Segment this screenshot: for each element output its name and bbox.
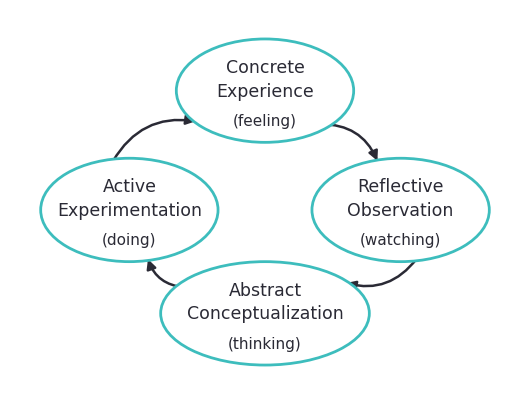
- Ellipse shape: [41, 159, 218, 262]
- Ellipse shape: [161, 262, 369, 365]
- Ellipse shape: [176, 40, 354, 143]
- Text: Abstract
Conceptualization: Abstract Conceptualization: [187, 281, 343, 322]
- Text: Reflective
Observation: Reflective Observation: [348, 178, 454, 219]
- Text: (doing): (doing): [102, 233, 157, 248]
- Text: (watching): (watching): [360, 233, 441, 248]
- Text: (thinking): (thinking): [228, 336, 302, 351]
- Ellipse shape: [312, 159, 489, 262]
- Text: Active
Experimentation: Active Experimentation: [57, 178, 202, 219]
- Text: (feeling): (feeling): [233, 114, 297, 129]
- Text: Concrete
Experience: Concrete Experience: [216, 59, 314, 100]
